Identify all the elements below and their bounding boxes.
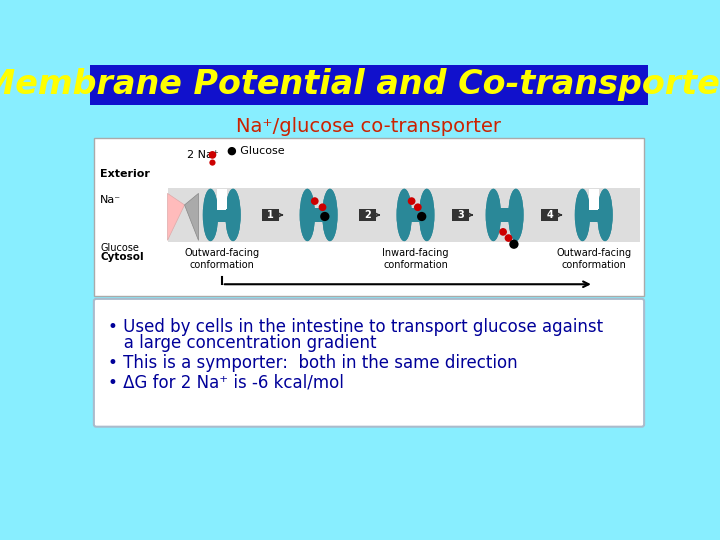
- Circle shape: [417, 212, 426, 221]
- Ellipse shape: [508, 189, 523, 241]
- Text: Outward-facing
conformation: Outward-facing conformation: [556, 248, 631, 269]
- Bar: [588, 207, 599, 222]
- Bar: [359, 209, 376, 221]
- Text: 4: 4: [546, 210, 553, 220]
- Bar: [94, 138, 644, 296]
- Bar: [410, 208, 421, 221]
- Text: 1: 1: [267, 210, 274, 220]
- Circle shape: [209, 151, 216, 159]
- Circle shape: [210, 159, 215, 166]
- Ellipse shape: [323, 189, 338, 241]
- Ellipse shape: [486, 189, 501, 241]
- Circle shape: [320, 212, 330, 221]
- Ellipse shape: [419, 189, 434, 241]
- Bar: [452, 209, 469, 221]
- Text: Inward-facing
conformation: Inward-facing conformation: [382, 248, 449, 269]
- Circle shape: [499, 228, 507, 236]
- Text: Na⁺/glucose co-transporter: Na⁺/glucose co-transporter: [236, 117, 502, 136]
- Polygon shape: [184, 193, 199, 240]
- Ellipse shape: [508, 189, 523, 241]
- Bar: [313, 207, 324, 222]
- Text: a large concentration gradient: a large concentration gradient: [108, 334, 377, 352]
- Bar: [312, 208, 325, 221]
- Text: Exterior: Exterior: [100, 169, 150, 179]
- Text: 2: 2: [364, 210, 371, 220]
- Bar: [262, 209, 279, 221]
- Text: • Used by cells in the intestine to transport glucose against: • Used by cells in the intestine to tran…: [108, 318, 603, 336]
- Bar: [217, 189, 226, 210]
- Text: • This is a symporter:  both in the same direction: • This is a symporter: both in the same …: [108, 354, 518, 372]
- Text: 3: 3: [457, 210, 464, 220]
- Bar: [168, 188, 640, 242]
- Ellipse shape: [225, 189, 240, 241]
- Bar: [588, 208, 600, 221]
- Bar: [498, 208, 510, 221]
- Ellipse shape: [397, 189, 412, 241]
- Text: Membrane Potential and Co-transporters: Membrane Potential and Co-transporters: [0, 69, 720, 102]
- Circle shape: [408, 197, 415, 205]
- Circle shape: [505, 234, 513, 242]
- Text: 2 Na⁺: 2 Na⁺: [187, 150, 219, 160]
- Ellipse shape: [203, 189, 218, 241]
- Circle shape: [509, 240, 518, 249]
- Bar: [216, 207, 228, 222]
- Circle shape: [319, 204, 326, 211]
- Text: • ΔG for 2 Na⁺ is -6 kcal/mol: • ΔG for 2 Na⁺ is -6 kcal/mol: [108, 374, 343, 391]
- Bar: [541, 209, 558, 221]
- Bar: [499, 207, 510, 222]
- Ellipse shape: [486, 189, 501, 241]
- Bar: [216, 208, 228, 221]
- Bar: [589, 189, 598, 208]
- Ellipse shape: [203, 189, 218, 241]
- Ellipse shape: [300, 189, 315, 241]
- Text: ● Glucose: ● Glucose: [228, 146, 285, 156]
- Ellipse shape: [575, 189, 590, 241]
- Circle shape: [311, 197, 319, 205]
- Ellipse shape: [419, 189, 434, 241]
- Polygon shape: [168, 193, 184, 240]
- Ellipse shape: [575, 189, 590, 241]
- Text: Outward-facing
conformation: Outward-facing conformation: [184, 248, 259, 269]
- FancyBboxPatch shape: [94, 299, 644, 427]
- Text: Glucose: Glucose: [100, 243, 139, 253]
- Text: Cytosol: Cytosol: [100, 252, 144, 262]
- Ellipse shape: [323, 189, 338, 241]
- Ellipse shape: [397, 189, 412, 241]
- Ellipse shape: [598, 189, 613, 241]
- Text: Na⁻: Na⁻: [100, 194, 121, 205]
- Bar: [90, 65, 648, 105]
- Ellipse shape: [225, 189, 240, 241]
- Ellipse shape: [598, 189, 613, 241]
- Ellipse shape: [300, 189, 315, 241]
- Bar: [217, 189, 227, 208]
- Bar: [589, 189, 598, 210]
- Bar: [410, 207, 421, 222]
- Circle shape: [414, 204, 422, 211]
